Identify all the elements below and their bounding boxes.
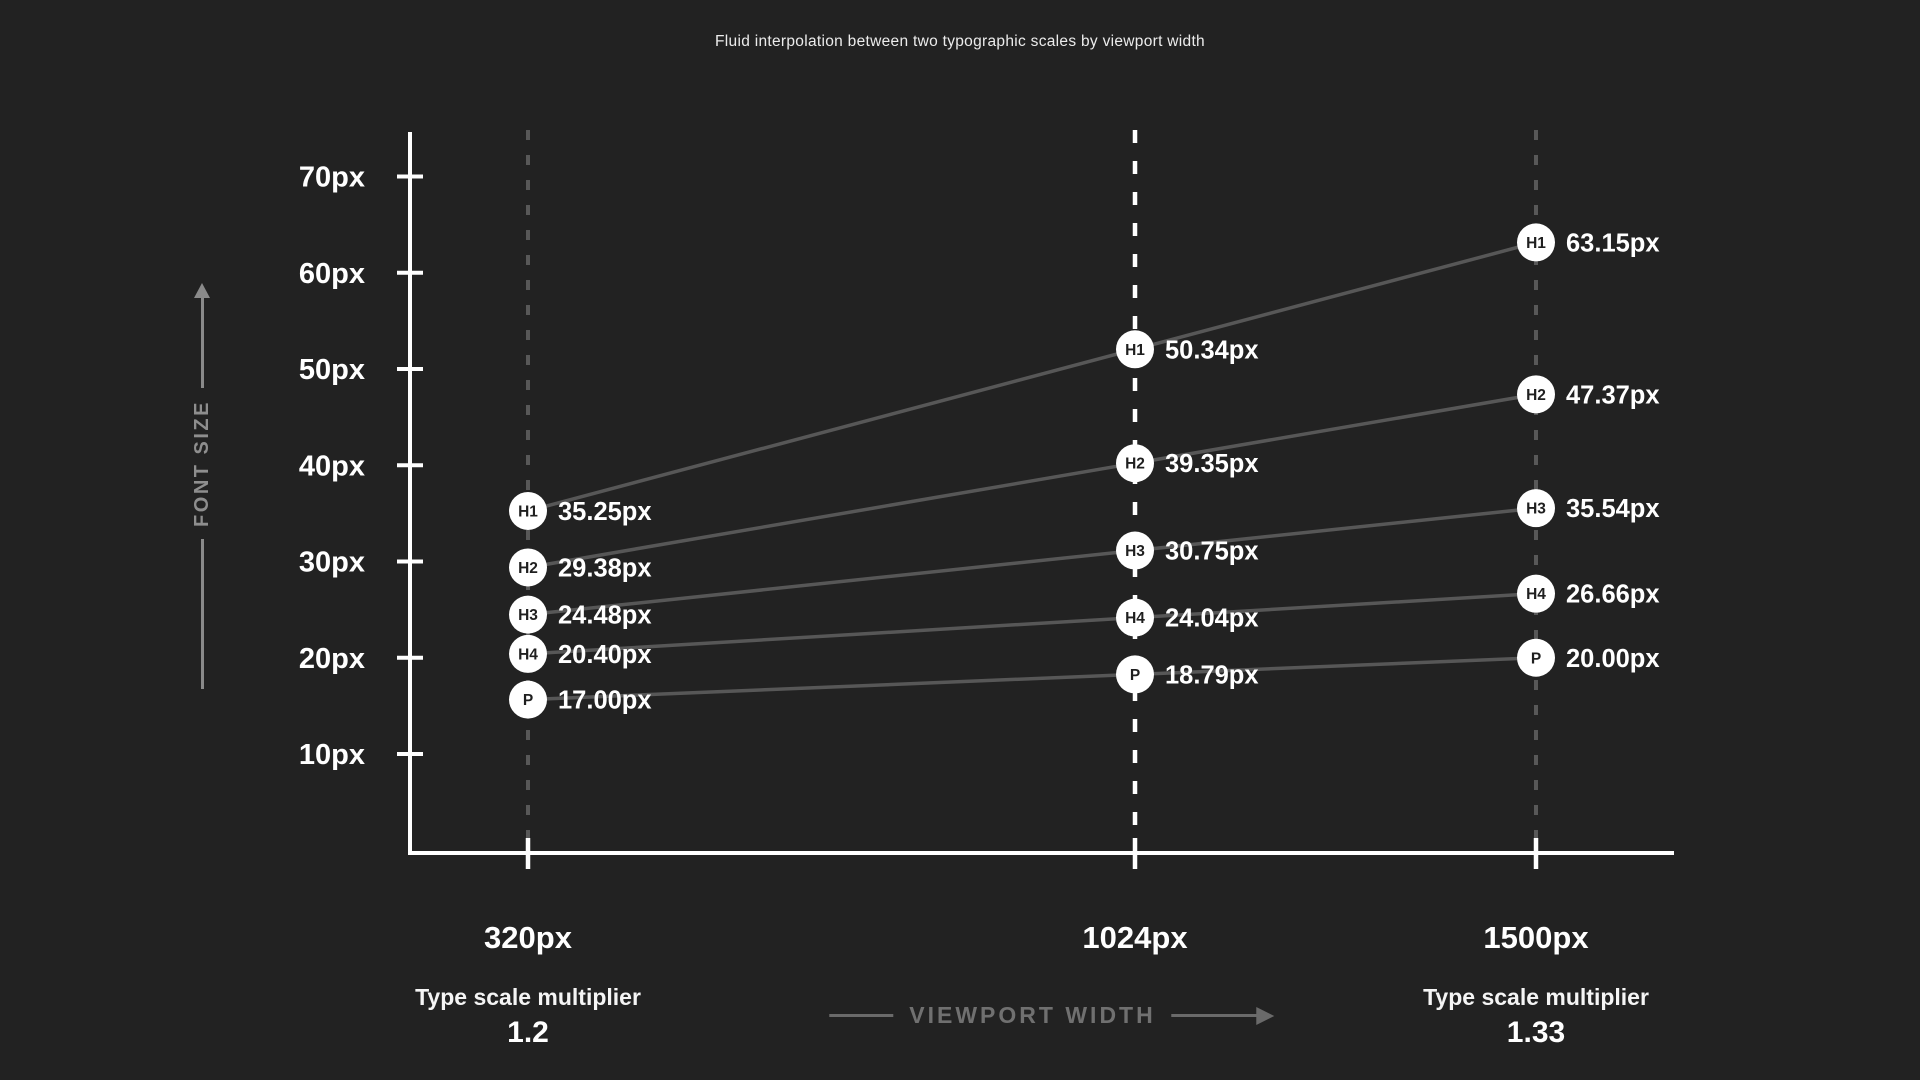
- point-P-1500: [1517, 638, 1555, 677]
- y-tick-label-10: 10px: [299, 739, 365, 771]
- point-label-H4-1500: H4: [1526, 586, 1546, 603]
- value-label-H3-1500: 35.54px: [1566, 495, 1660, 523]
- point-H4-1500: [1517, 574, 1555, 613]
- point-label-H4-320: H4: [518, 646, 538, 663]
- x-tick-label-1500: 1500px: [1483, 920, 1589, 955]
- point-H2-1500: [1517, 375, 1555, 414]
- point-H3-1024: [1116, 531, 1154, 570]
- point-label-H3-1500: H3: [1526, 501, 1546, 518]
- point-H3-320: [509, 595, 547, 634]
- y-axis-title: FONT SIZE: [190, 400, 213, 527]
- value-label-H3-320: 24.48px: [558, 602, 652, 630]
- series-line-H1: [527, 240, 1537, 513]
- point-H1-1500: [1517, 223, 1555, 262]
- point-label-P-1500: P: [1531, 650, 1541, 667]
- value-label-H2-1024: 39.35px: [1165, 450, 1259, 478]
- point-H4-1024: [1116, 598, 1154, 637]
- series-line-H3: [527, 506, 1537, 617]
- point-H4-320: [509, 634, 547, 673]
- series-line-H4: [527, 591, 1537, 656]
- multiplier-value-1500: 1.33: [1506, 1016, 1566, 1049]
- point-label-H1-1024: H1: [1125, 342, 1145, 359]
- multiplier-value-320: 1.2: [507, 1016, 549, 1049]
- y-tick-label-50: 50px: [299, 354, 365, 386]
- point-H3-1500: [1517, 489, 1555, 528]
- series-line-H2: [527, 392, 1537, 570]
- y-tick-label-30: 30px: [299, 547, 365, 579]
- chart-title: Fluid interpolation between two typograp…: [715, 33, 1205, 50]
- x-axis-title: VIEWPORT WIDTH: [909, 1002, 1156, 1028]
- point-label-H3-320: H3: [518, 607, 538, 624]
- point-H2-1024: [1116, 444, 1154, 483]
- point-H1-320: [509, 491, 547, 530]
- value-label-H1-320: 35.25px: [558, 498, 652, 526]
- value-label-H2-1500: 47.37px: [1566, 381, 1660, 409]
- point-label-H1-1500: H1: [1526, 235, 1546, 252]
- arrow-right-icon: [1256, 1006, 1275, 1025]
- x-tick-label-1024: 1024px: [1082, 920, 1188, 955]
- arrow-up-shaft: [200, 298, 204, 388]
- point-label-P-320: P: [523, 692, 533, 709]
- value-label-H1-1024: 50.34px: [1165, 336, 1259, 364]
- y-tick-label-60: 60px: [299, 258, 365, 290]
- y-tick-label-20: 20px: [299, 643, 365, 675]
- arrow-right-shaft: [1171, 1013, 1258, 1018]
- point-P-320: [509, 680, 547, 719]
- point-P-1024: [1116, 655, 1154, 694]
- value-label-H3-1024: 30.75px: [1165, 538, 1259, 566]
- point-label-H2-1024: H2: [1125, 456, 1145, 473]
- font-size-axis-annotation: FONT SIZE: [186, 283, 218, 689]
- point-label-H2-320: H2: [518, 560, 538, 577]
- multiplier-label-1500: Type scale multiplier: [1423, 984, 1649, 1010]
- viewport-width-annotation: VIEWPORT WIDTH: [829, 1002, 1275, 1029]
- value-label-H4-1024: 24.04px: [1165, 605, 1259, 633]
- x-tick-label-320: 320px: [484, 920, 572, 955]
- value-label-H4-320: 20.40px: [558, 641, 652, 669]
- multiplier-label-320: Type scale multiplier: [415, 984, 641, 1010]
- value-label-P-1500: 20.00px: [1566, 645, 1660, 673]
- point-H2-320: [509, 548, 547, 587]
- value-label-H1-1500: 63.15px: [1566, 229, 1660, 257]
- viewport-width-line-left: [829, 1013, 894, 1018]
- point-H1-1024: [1116, 330, 1154, 369]
- y-axis-line: [200, 538, 204, 689]
- arrow-right: [1171, 1006, 1275, 1025]
- arrow-up-icon: [194, 283, 210, 298]
- point-label-H2-1500: H2: [1526, 387, 1546, 404]
- point-label-H1-320: H1: [518, 503, 538, 520]
- y-tick-label-70: 70px: [299, 162, 365, 194]
- y-tick-label-40: 40px: [299, 450, 365, 482]
- value-label-H4-1500: 26.66px: [1566, 581, 1660, 609]
- value-label-P-320: 17.00px: [558, 687, 652, 715]
- series-line-P: [527, 656, 1537, 702]
- point-label-P-1024: P: [1130, 667, 1140, 684]
- point-label-H3-1024: H3: [1125, 543, 1145, 560]
- value-label-H2-320: 29.38px: [558, 554, 652, 582]
- value-label-P-1024: 18.79px: [1165, 661, 1259, 689]
- point-label-H4-1024: H4: [1125, 610, 1145, 627]
